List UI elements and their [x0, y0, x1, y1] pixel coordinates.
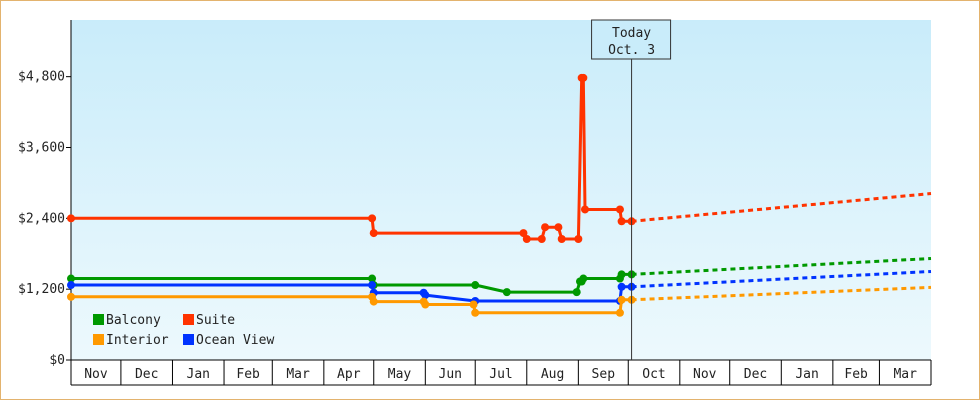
today-label: Today — [612, 26, 651, 41]
today-label-box — [591, 19, 672, 60]
x-tick-label: Aug — [541, 367, 564, 382]
x-tick-label: Jan — [795, 367, 818, 382]
legend-swatch-suite — [183, 314, 194, 325]
legend-swatch-interior — [93, 334, 104, 345]
legend-label-interior: Interior — [106, 333, 169, 348]
x-tick-label: May — [388, 367, 412, 382]
x-tick-label: Oct — [642, 367, 665, 382]
data-point-suite[interactable] — [574, 234, 583, 243]
x-tick-label: Apr — [337, 367, 361, 382]
y-tick-label: $3,600 — [18, 141, 65, 156]
data-point-suite[interactable] — [579, 73, 588, 82]
y-tick-label: $0 — [49, 353, 65, 368]
data-point-balcony[interactable] — [572, 288, 581, 297]
data-point-suite[interactable] — [537, 234, 546, 243]
y-tick-label: $1,200 — [18, 282, 65, 297]
legend-label-balcony: Balcony — [106, 313, 161, 328]
x-tick-label: Dec — [744, 367, 767, 382]
data-point-balcony[interactable] — [502, 288, 511, 297]
data-point-balcony[interactable] — [368, 274, 377, 283]
data-point-balcony[interactable] — [617, 270, 626, 279]
y-tick-label: $2,400 — [18, 211, 65, 226]
data-point-interior[interactable] — [617, 295, 626, 304]
x-tick-label: Nov — [84, 367, 108, 382]
data-point-suite[interactable] — [581, 205, 590, 214]
data-point-suite[interactable] — [368, 214, 377, 223]
legend-label-suite: Suite — [196, 313, 235, 328]
data-point-ocean-view[interactable] — [617, 282, 626, 291]
data-point-ocean-view[interactable] — [421, 291, 430, 300]
data-point-suite[interactable] — [557, 234, 566, 243]
x-tick-label: Jul — [489, 367, 512, 382]
series-projection-ocean-view — [631, 269, 932, 289]
data-point-interior[interactable] — [615, 308, 624, 317]
x-tick-label: Feb — [844, 367, 868, 382]
data-point-suite[interactable] — [541, 223, 550, 232]
series-line-suite — [71, 76, 632, 241]
series-projection-interior — [631, 285, 932, 302]
legend-label-ocean-view: Ocean View — [196, 333, 274, 348]
y-tick-label: $4,800 — [18, 70, 65, 85]
x-tick-label: Jun — [439, 367, 462, 382]
data-point-suite[interactable] — [369, 229, 378, 238]
data-point-interior[interactable] — [67, 292, 75, 301]
data-point-balcony[interactable] — [579, 274, 588, 283]
data-point-interior[interactable] — [369, 297, 378, 306]
legend-swatch-ocean-view — [183, 334, 194, 345]
x-tick-label: Mar — [893, 367, 917, 382]
series-projection-balcony — [631, 256, 932, 276]
x-tick-label: Mar — [286, 367, 310, 382]
data-point-interior[interactable] — [471, 308, 480, 317]
data-point-ocean-view[interactable] — [67, 281, 75, 290]
today-date-label: Oct. 3 — [608, 43, 655, 58]
data-point-suite[interactable] — [615, 205, 624, 214]
data-point-interior[interactable] — [421, 300, 430, 309]
x-tick-label: Nov — [693, 367, 717, 382]
x-tick-label: Sep — [592, 367, 616, 382]
x-tick-label: Feb — [236, 367, 260, 382]
data-point-balcony[interactable] — [471, 281, 480, 290]
x-tick-label: Jan — [187, 367, 210, 382]
data-point-suite[interactable] — [554, 223, 563, 232]
legend-swatch-balcony — [93, 314, 104, 325]
data-point-interior[interactable] — [469, 300, 478, 309]
data-point-balcony[interactable] — [67, 274, 75, 283]
data-point-suite[interactable] — [522, 234, 531, 243]
plot-background — [71, 20, 931, 360]
data-point-suite[interactable] — [67, 214, 75, 223]
data-point-suite[interactable] — [519, 229, 528, 238]
data-point-ocean-view[interactable] — [368, 281, 377, 290]
x-tick-label: Dec — [135, 367, 158, 382]
data-point-suite[interactable] — [617, 217, 626, 226]
